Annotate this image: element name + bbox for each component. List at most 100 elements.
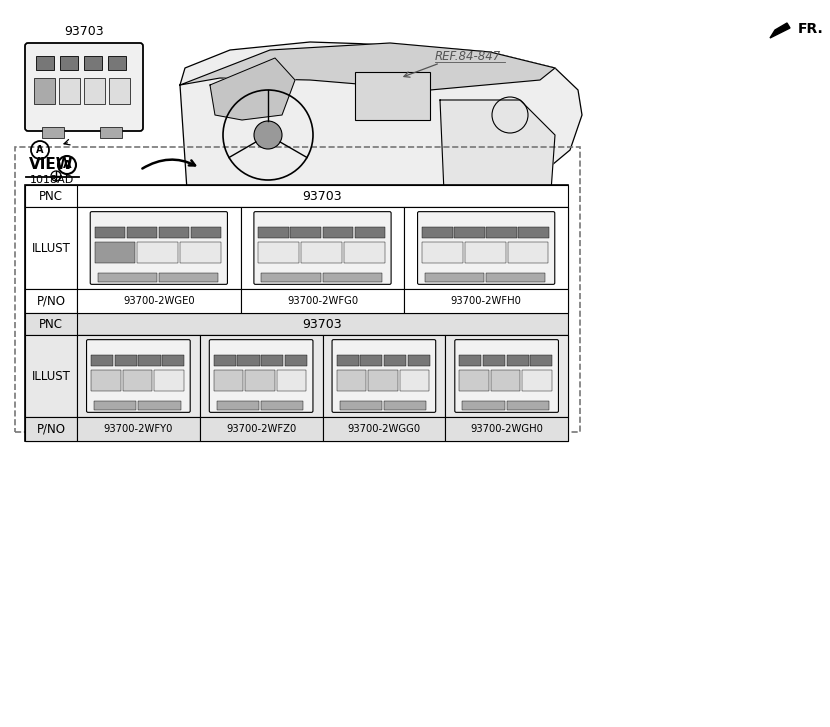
FancyBboxPatch shape: [86, 340, 190, 412]
Bar: [344, 242, 384, 263]
Bar: [506, 401, 549, 410]
Bar: [123, 371, 152, 391]
Bar: [95, 227, 125, 238]
Text: PNC: PNC: [39, 318, 63, 331]
Bar: [506, 355, 529, 366]
Bar: [384, 355, 406, 366]
Bar: [290, 227, 321, 238]
Bar: [323, 273, 382, 282]
Text: PNC: PNC: [39, 190, 63, 203]
Bar: [241, 207, 404, 289]
Bar: [59, 78, 80, 104]
Bar: [60, 56, 78, 70]
Bar: [491, 371, 520, 391]
Bar: [422, 242, 463, 263]
Bar: [25, 185, 568, 441]
Bar: [42, 127, 64, 138]
FancyBboxPatch shape: [25, 43, 143, 131]
Bar: [445, 335, 568, 417]
Bar: [277, 371, 306, 391]
Bar: [336, 371, 366, 391]
Bar: [360, 355, 383, 366]
Bar: [384, 401, 426, 410]
FancyBboxPatch shape: [332, 340, 436, 412]
Polygon shape: [180, 43, 555, 90]
Bar: [154, 371, 183, 391]
Bar: [138, 242, 178, 263]
Polygon shape: [440, 100, 555, 215]
Bar: [454, 227, 485, 238]
Bar: [285, 355, 307, 366]
Bar: [98, 273, 157, 282]
Bar: [200, 417, 323, 441]
Text: ILLUST: ILLUST: [32, 369, 71, 382]
Bar: [261, 273, 320, 282]
Text: ILLUST: ILLUST: [32, 241, 71, 254]
Bar: [162, 355, 184, 366]
Bar: [214, 355, 236, 366]
Bar: [25, 289, 568, 313]
Bar: [261, 355, 283, 366]
Bar: [336, 355, 359, 366]
Bar: [354, 227, 385, 238]
Bar: [301, 242, 342, 263]
FancyBboxPatch shape: [417, 212, 554, 284]
Bar: [84, 56, 102, 70]
Bar: [258, 227, 289, 238]
Bar: [108, 56, 126, 70]
Polygon shape: [770, 23, 790, 38]
Bar: [422, 227, 452, 238]
Bar: [530, 355, 553, 366]
Bar: [258, 242, 299, 263]
Bar: [459, 371, 489, 391]
Bar: [25, 185, 77, 207]
Text: 93700-2WGE0: 93700-2WGE0: [123, 296, 195, 306]
Text: 93700-2WFG0: 93700-2WFG0: [287, 296, 358, 306]
Text: 1018AD: 1018AD: [30, 175, 74, 185]
Bar: [237, 355, 260, 366]
Bar: [404, 289, 568, 313]
Bar: [127, 227, 158, 238]
FancyBboxPatch shape: [455, 340, 559, 412]
Bar: [445, 417, 568, 441]
Bar: [246, 371, 275, 391]
Bar: [483, 355, 505, 366]
Bar: [339, 401, 382, 410]
Bar: [518, 227, 549, 238]
Bar: [261, 401, 304, 410]
Bar: [408, 355, 430, 366]
Bar: [486, 227, 517, 238]
Bar: [77, 417, 200, 441]
Bar: [159, 227, 189, 238]
Bar: [36, 56, 54, 70]
Bar: [425, 273, 484, 282]
Bar: [77, 335, 200, 417]
Bar: [25, 207, 77, 289]
Bar: [323, 335, 445, 417]
Bar: [214, 371, 243, 391]
Bar: [77, 207, 241, 289]
Bar: [486, 273, 545, 282]
Text: 93703: 93703: [303, 318, 342, 331]
Text: VIEW: VIEW: [29, 157, 74, 172]
Bar: [159, 273, 218, 282]
Text: P/NO: P/NO: [37, 422, 66, 435]
FancyBboxPatch shape: [209, 340, 313, 412]
Bar: [200, 335, 323, 417]
Bar: [355, 72, 430, 120]
Bar: [462, 401, 505, 410]
Bar: [25, 335, 568, 417]
Bar: [34, 78, 55, 104]
Circle shape: [254, 121, 282, 149]
Text: 93700-2WGH0: 93700-2WGH0: [470, 424, 543, 434]
Bar: [191, 227, 222, 238]
Bar: [25, 289, 77, 313]
Bar: [241, 289, 404, 313]
Bar: [400, 371, 429, 391]
Bar: [323, 227, 353, 238]
FancyBboxPatch shape: [254, 212, 391, 284]
Bar: [100, 127, 122, 138]
Text: P/NO: P/NO: [37, 294, 66, 308]
Bar: [507, 242, 549, 263]
Bar: [25, 417, 77, 441]
